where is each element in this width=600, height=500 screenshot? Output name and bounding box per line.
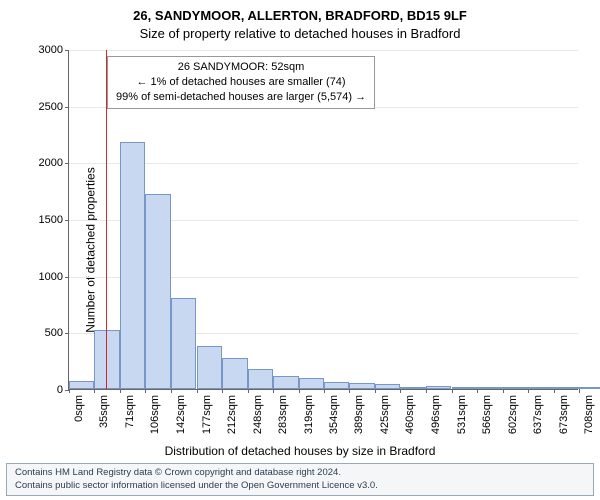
xtick-label: 602sqm	[507, 395, 519, 434]
histogram-bar	[349, 383, 375, 389]
footer-attribution: Contains HM Land Registry data © Crown c…	[6, 463, 594, 496]
ytick-label: 3000	[39, 44, 63, 56]
histogram-bar	[69, 381, 94, 389]
xtick-mark	[324, 389, 325, 393]
footer-line-1: Contains HM Land Registry data © Crown c…	[15, 467, 585, 479]
xtick-label: 212sqm	[226, 395, 238, 434]
histogram-bar	[197, 346, 222, 389]
histogram-bar	[528, 387, 554, 389]
xtick-label: 248sqm	[252, 395, 264, 434]
ytick-mark	[65, 277, 69, 278]
gridline-horizontal	[69, 50, 578, 51]
ytick-label: 500	[45, 327, 63, 339]
xtick-mark	[452, 389, 453, 393]
info-line-2: ← 1% of detached houses are smaller (74)	[116, 75, 366, 90]
histogram-bar	[299, 378, 324, 389]
info-line-1: 26 SANDYMOOR: 52sqm	[116, 60, 366, 75]
xtick-mark	[69, 389, 70, 393]
ytick-label: 1000	[39, 271, 63, 283]
xtick-mark	[222, 389, 223, 393]
xtick-label: 71sqm	[124, 395, 136, 428]
ytick-mark	[65, 107, 69, 108]
chart-title-main: 26, SANDYMOOR, ALLERTON, BRADFORD, BD15 …	[0, 8, 600, 23]
histogram-bar	[145, 194, 171, 389]
histogram-bar	[477, 387, 503, 389]
ytick-mark	[65, 220, 69, 221]
histogram-bar	[452, 387, 477, 389]
xtick-label: 354sqm	[328, 395, 340, 434]
xtick-label: 673sqm	[558, 395, 570, 434]
gridline-horizontal	[69, 163, 578, 164]
xtick-label: 283sqm	[277, 395, 289, 434]
plot-area: 26 SANDYMOOR: 52sqm ← 1% of detached hou…	[68, 50, 578, 390]
ytick-label: 0	[57, 384, 63, 396]
xtick-mark	[248, 389, 249, 393]
xtick-mark	[94, 389, 95, 393]
xtick-mark	[197, 389, 198, 393]
histogram-bar	[579, 387, 600, 389]
ytick-mark	[65, 163, 69, 164]
histogram-bar	[171, 298, 196, 389]
histogram-bar	[273, 376, 299, 389]
xtick-mark	[120, 389, 121, 393]
xtick-mark	[299, 389, 300, 393]
xtick-label: 460sqm	[404, 395, 416, 434]
chart-title-sub: Size of property relative to detached ho…	[0, 26, 600, 41]
ytick-label: 2000	[39, 157, 63, 169]
histogram-bar	[503, 387, 528, 389]
histogram-bar	[324, 382, 349, 389]
histogram-bar	[400, 387, 426, 389]
xtick-label: 531sqm	[456, 395, 468, 434]
xtick-label: 637sqm	[532, 395, 544, 434]
histogram-bar	[375, 384, 400, 389]
histogram-bar	[248, 369, 273, 389]
xtick-mark	[426, 389, 427, 393]
xtick-label: 425sqm	[379, 395, 391, 434]
xtick-label: 566sqm	[481, 395, 493, 434]
info-line-3: 99% of semi-detached houses are larger (…	[116, 90, 366, 105]
xtick-mark	[349, 389, 350, 393]
xtick-label: 496sqm	[430, 395, 442, 434]
xtick-mark	[477, 389, 478, 393]
x-axis-label: Distribution of detached houses by size …	[0, 444, 600, 458]
ytick-label: 1500	[39, 214, 63, 226]
xtick-mark	[503, 389, 504, 393]
chart-container: 26, SANDYMOOR, ALLERTON, BRADFORD, BD15 …	[0, 0, 600, 500]
xtick-mark	[400, 389, 401, 393]
ytick-mark	[65, 50, 69, 51]
xtick-label: 35sqm	[98, 395, 110, 428]
histogram-bar	[554, 387, 579, 389]
xtick-label: 0sqm	[73, 395, 85, 422]
info-box: 26 SANDYMOOR: 52sqm ← 1% of detached hou…	[107, 56, 375, 109]
xtick-label: 389sqm	[353, 395, 365, 434]
xtick-mark	[579, 389, 580, 393]
xtick-label: 319sqm	[303, 395, 315, 434]
xtick-label: 708sqm	[583, 395, 595, 434]
xtick-mark	[554, 389, 555, 393]
xtick-label: 177sqm	[201, 395, 213, 434]
ytick-label: 2500	[39, 101, 63, 113]
histogram-bar	[426, 386, 451, 389]
xtick-mark	[171, 389, 172, 393]
xtick-mark	[273, 389, 274, 393]
xtick-mark	[145, 389, 146, 393]
xtick-label: 106sqm	[149, 395, 161, 434]
ytick-mark	[65, 333, 69, 334]
histogram-bar	[222, 358, 248, 389]
xtick-mark	[375, 389, 376, 393]
footer-line-2: Contains public sector information licen…	[15, 480, 585, 492]
histogram-bar	[120, 142, 145, 389]
xtick-mark	[528, 389, 529, 393]
xtick-label: 142sqm	[175, 395, 187, 434]
